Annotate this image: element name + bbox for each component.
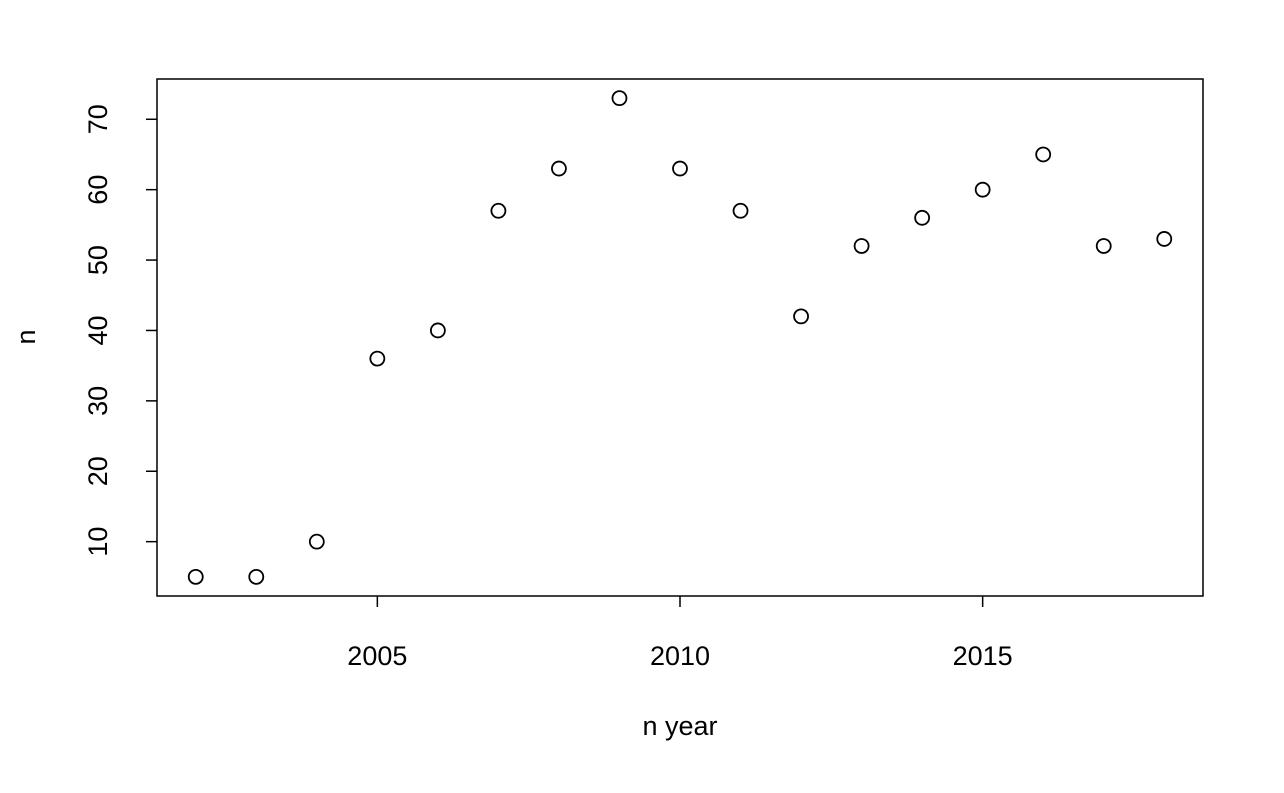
y-tick-label: 50 — [83, 245, 113, 275]
point — [672, 160, 688, 177]
plot-box — [156, 78, 1204, 597]
point — [369, 350, 386, 367]
point — [974, 181, 991, 198]
point — [187, 568, 204, 585]
y-tick-label: 60 — [83, 175, 113, 205]
point — [914, 209, 931, 226]
point — [429, 322, 446, 339]
y-tick-label: 30 — [83, 386, 113, 416]
x-tick-label: 2010 — [650, 641, 710, 671]
point — [853, 238, 870, 254]
y-tick-label: 40 — [83, 315, 113, 345]
y-axis-label: n — [11, 329, 41, 344]
point — [611, 90, 628, 107]
point — [308, 533, 325, 550]
y-tick-label: 20 — [83, 456, 113, 486]
point — [1095, 238, 1112, 254]
point — [1156, 231, 1173, 247]
point — [732, 202, 749, 219]
point — [490, 202, 507, 219]
x-tick-label: 2005 — [347, 641, 407, 671]
point — [793, 308, 809, 325]
point — [1035, 146, 1052, 163]
x-axis-label: n year — [642, 711, 717, 741]
x-tick-label: 2015 — [953, 641, 1013, 671]
point — [551, 160, 567, 177]
y-tick-label: 70 — [83, 104, 113, 134]
y-tick-label: 10 — [83, 527, 113, 557]
point — [248, 568, 265, 585]
